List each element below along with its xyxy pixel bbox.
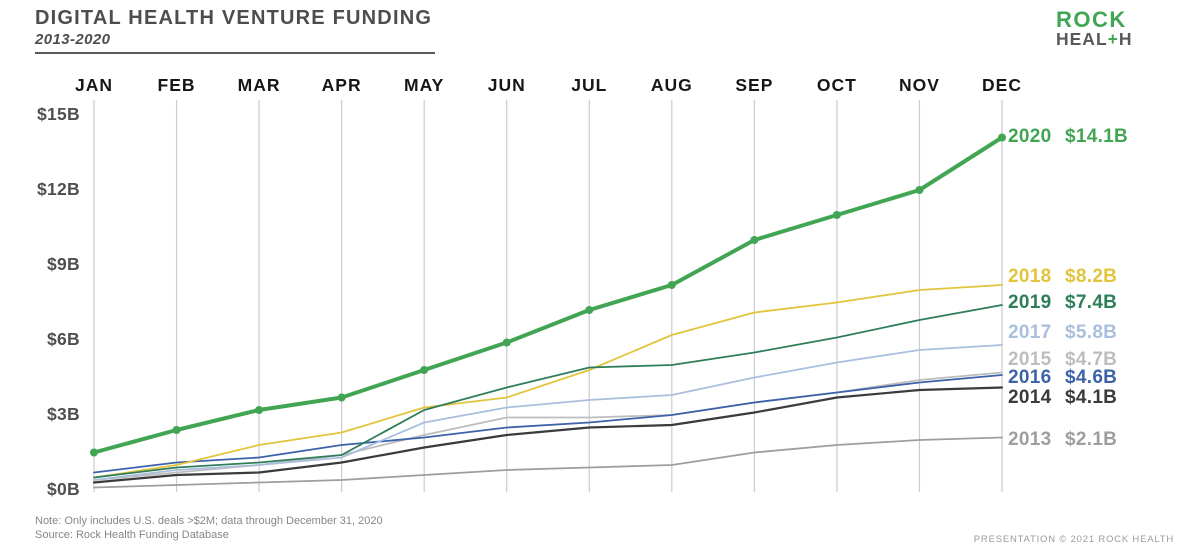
- month-label-oct: OCT: [816, 75, 857, 95]
- month-label-feb: FEB: [157, 75, 196, 95]
- data-point-2020-sep: [750, 236, 759, 244]
- data-point-2020-feb: [172, 426, 181, 434]
- page-title: DIGITAL HEALTH VENTURE FUNDING: [35, 7, 433, 29]
- month-label-apr: APR: [321, 75, 362, 95]
- logo-plus-icon: +: [1107, 29, 1119, 50]
- data-point-2020-dec: [998, 133, 1006, 142]
- page-subtitle: 2013-2020: [35, 31, 111, 48]
- data-point-2020-mar: [255, 406, 264, 414]
- y-axis-label-9b: $9B: [46, 254, 80, 274]
- series-total-2020: $14.1B: [1065, 125, 1129, 147]
- logo-rock-text: ROCK: [1056, 7, 1127, 32]
- series-line-2014: [92, 386, 1004, 484]
- data-point-2020-jul: [585, 306, 594, 314]
- month-label-jan: JAN: [74, 75, 114, 95]
- series-label-2014: 2014 $4.1B: [1008, 387, 1117, 409]
- series-total-2017: $5.8B: [1065, 322, 1118, 343]
- series-total-2013: $2.1B: [1065, 428, 1118, 450]
- series-year-2014: 2014: [1008, 386, 1052, 408]
- rock-health-logo: ROCK HEAL+H: [1056, 7, 1133, 49]
- series-total-2016: $4.6B: [1065, 367, 1118, 388]
- month-label-aug: AUG: [650, 75, 693, 95]
- series-line-2018: [93, 284, 1003, 479]
- y-axis-label-15b: $15B: [36, 104, 80, 124]
- series-total-2018: $8.2B: [1065, 266, 1118, 287]
- series-year-2019: 2019: [1008, 292, 1052, 313]
- y-axis-label-12b: $12B: [36, 179, 80, 199]
- logo-h-part: H: [1118, 29, 1133, 50]
- data-point-2020-may: [420, 366, 429, 374]
- source-note: Source: Rock Health Funding Database: [35, 529, 229, 541]
- series-label-2018: 2018 $8.2B: [1008, 266, 1117, 288]
- month-label-jul: JUL: [571, 75, 608, 95]
- data-point-2020-aug: [667, 281, 676, 289]
- series-label-2020: 2020 $14.1B: [1008, 126, 1128, 148]
- y-axis-label-6b: $6B: [46, 329, 80, 349]
- logo-heal-part: HEAL: [1056, 29, 1108, 50]
- series-label-2017: 2017 $5.8B: [1008, 322, 1117, 344]
- series-total-2019: $7.4B: [1065, 292, 1118, 313]
- series-total-2014: $4.1B: [1065, 386, 1118, 408]
- copyright-note: PRESENTATION © 2021 ROCK HEALTH: [973, 534, 1174, 545]
- data-point-2020-jun: [502, 338, 511, 347]
- series-year-2016: 2016: [1008, 367, 1052, 388]
- month-label-may: MAY: [404, 75, 445, 95]
- series-line-2017: [93, 344, 1003, 481]
- series-label-2015: 2015 $4.7B: [1008, 349, 1117, 371]
- logo-health-text: HEAL+H: [1056, 31, 1133, 49]
- series-line-2013: [93, 436, 1003, 489]
- series-year-2017: 2017: [1008, 322, 1052, 343]
- month-label-jun: JUN: [487, 75, 526, 95]
- series-label-2013: 2013 $2.1B: [1008, 429, 1117, 451]
- data-point-2020-apr: [337, 393, 346, 402]
- series-line-2019: [93, 304, 1003, 479]
- series-year-2020: 2020: [1008, 125, 1052, 147]
- data-point-2020-oct: [832, 211, 841, 219]
- month-label-mar: MAR: [237, 75, 281, 95]
- footnote: Note: Only includes U.S. deals >$2M; dat…: [35, 515, 383, 527]
- data-point-2020-nov: [915, 186, 924, 194]
- month-label-sep: SEP: [735, 75, 774, 95]
- y-axis-label-3b: $3B: [46, 404, 80, 424]
- series-year-2013: 2013: [1008, 428, 1052, 450]
- series-label-2019: 2019 $7.4B: [1008, 292, 1117, 314]
- title-underline: [35, 52, 435, 54]
- series-total-2015: $4.7B: [1065, 348, 1118, 370]
- y-axis-label-0b: $0B: [46, 479, 80, 499]
- month-label-nov: NOV: [898, 75, 940, 95]
- series-line-2016: [93, 374, 1003, 474]
- data-point-2020-jan: [90, 448, 98, 457]
- series-label-2016: 2016 $4.6B: [1008, 367, 1117, 389]
- series-line-2020: [92, 135, 1004, 455]
- series-year-2015: 2015: [1008, 348, 1052, 370]
- series-year-2018: 2018: [1008, 266, 1052, 287]
- month-label-dec: DEC: [982, 75, 1022, 95]
